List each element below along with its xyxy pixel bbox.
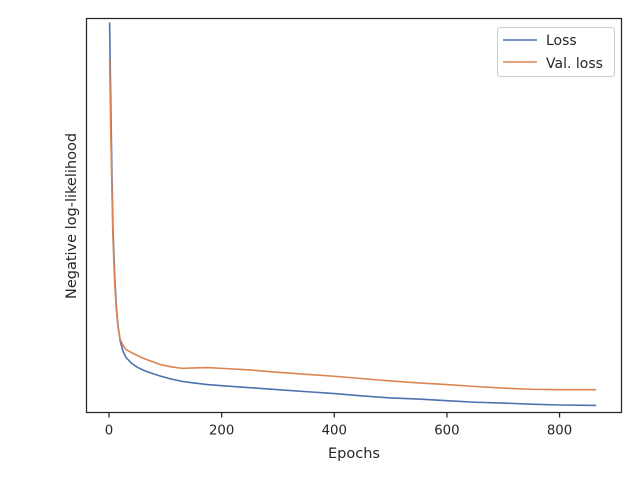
x-tick-label: 200 bbox=[209, 424, 234, 439]
x-tick-label: 600 bbox=[434, 424, 459, 439]
legend: Loss Val. loss bbox=[497, 27, 615, 77]
x-axis: 0 200 400 600 800 bbox=[105, 412, 572, 439]
x-tick-label: 0 bbox=[105, 424, 113, 439]
plot-frame bbox=[85, 17, 623, 414]
y-axis-label: Negative log-likelihood bbox=[64, 133, 80, 299]
legend-label-val-loss: Val. loss bbox=[546, 56, 603, 72]
series-line-val-loss bbox=[108, 57, 597, 391]
legend-label-loss: Loss bbox=[546, 33, 577, 49]
series-layer bbox=[108, 22, 597, 407]
x-tick-label: 800 bbox=[547, 424, 572, 439]
x-axis-label: Epochs bbox=[328, 446, 380, 462]
x-tick-label: 400 bbox=[322, 424, 347, 439]
